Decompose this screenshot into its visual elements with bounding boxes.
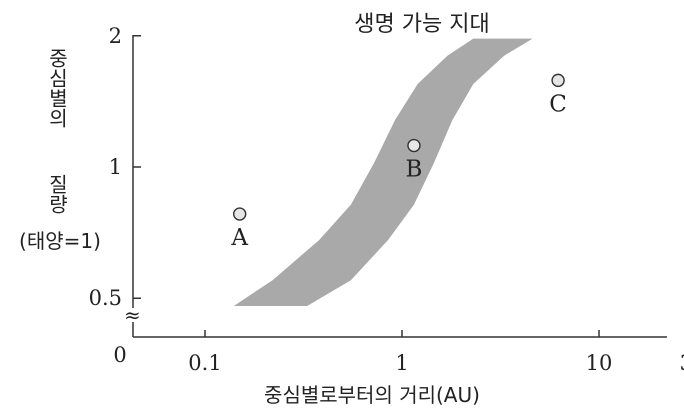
x-tick-label-0: 0.1 bbox=[188, 351, 221, 375]
x-axis-title: 중심별로부터의 거리(AU) bbox=[264, 383, 480, 407]
origin-label: 0 bbox=[113, 343, 126, 367]
data-points: A B C bbox=[230, 73, 567, 251]
axis-break-symbol: ≈ bbox=[124, 303, 141, 327]
y-axis-title: 중심별의 질량 (태양=1) bbox=[19, 48, 101, 253]
x-tick-label-3: 30 bbox=[680, 351, 684, 375]
x-tick-label-1: 1 bbox=[395, 351, 408, 375]
habitable-zone-label: 생명 가능 지대 bbox=[354, 12, 489, 37]
point-label-c: C bbox=[549, 91, 567, 117]
point-c bbox=[551, 73, 565, 88]
point-label-b: B bbox=[406, 157, 423, 183]
y-axis-title-line-3: (태양=1) bbox=[19, 229, 101, 253]
x-ticks: 0.1 1 10 30 bbox=[188, 330, 684, 375]
x-tick-label-2: 10 bbox=[586, 351, 613, 375]
y-tick-label-0: 0.5 bbox=[89, 286, 122, 310]
habitable-zone-band bbox=[233, 38, 533, 306]
y-tick-label-2: 2 bbox=[109, 24, 122, 48]
point-b bbox=[407, 138, 421, 153]
y-axis-title-line-1: 중심별의 bbox=[45, 48, 69, 128]
point-label-a: A bbox=[230, 225, 248, 251]
point-a bbox=[232, 207, 247, 221]
y-ticks: 0.5 1 2 bbox=[89, 24, 141, 310]
y-tick-label-1: 1 bbox=[109, 155, 122, 179]
y-axis-title-line-2: 질량 bbox=[45, 174, 69, 214]
